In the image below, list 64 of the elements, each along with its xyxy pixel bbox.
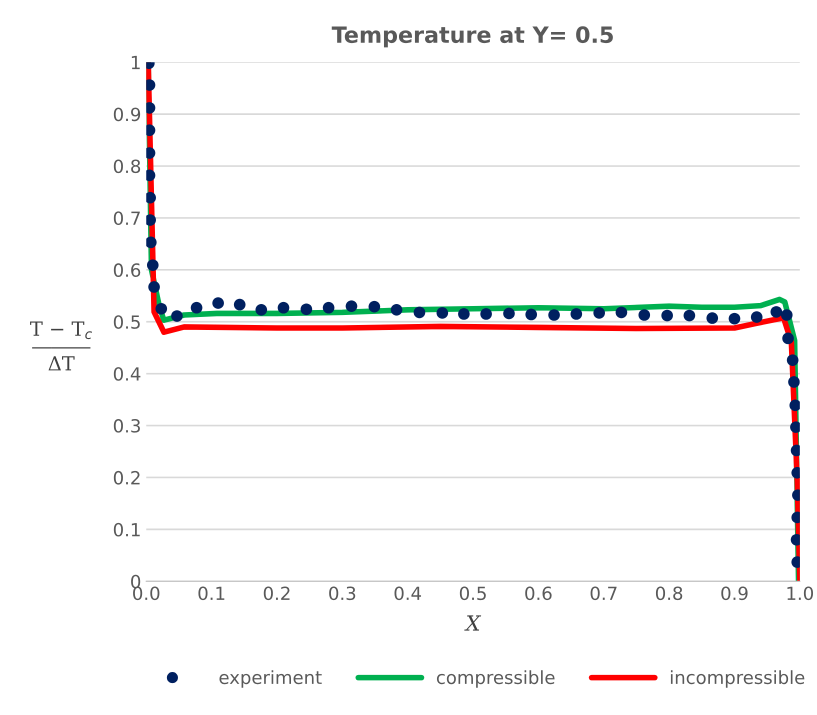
point xyxy=(782,332,794,344)
point xyxy=(322,302,334,314)
point xyxy=(706,312,718,324)
legend-label: incompressible xyxy=(670,670,804,688)
point xyxy=(278,302,290,314)
x-tick-label: 0.5 xyxy=(460,586,486,600)
y-tick-label: 0.4 xyxy=(114,367,140,381)
x-tick-label: 0.8 xyxy=(656,586,682,600)
point xyxy=(638,309,650,321)
y-tick-label: 0.3 xyxy=(114,419,140,433)
point xyxy=(146,259,159,271)
point xyxy=(548,309,560,321)
x-tick-label: 0.2 xyxy=(264,586,290,600)
point xyxy=(786,354,798,366)
point xyxy=(368,300,380,313)
point xyxy=(616,306,628,318)
point xyxy=(234,298,246,310)
y-tick-label: 1 xyxy=(132,56,140,70)
point xyxy=(780,309,793,321)
point xyxy=(148,281,160,293)
point xyxy=(570,308,582,320)
point xyxy=(770,306,782,318)
point xyxy=(436,307,448,319)
point xyxy=(788,376,800,388)
y-tick-label: 0.8 xyxy=(114,159,140,174)
point xyxy=(300,303,312,316)
point xyxy=(255,304,268,316)
point xyxy=(414,306,426,318)
point xyxy=(146,236,157,248)
point xyxy=(789,400,800,412)
point xyxy=(346,300,358,312)
x-tick-label: 0.0 xyxy=(133,586,160,600)
legend-label: experiment xyxy=(219,670,322,688)
y-tick-label: 0.7 xyxy=(114,211,140,226)
point xyxy=(155,302,168,315)
point xyxy=(480,308,492,320)
point xyxy=(190,302,202,314)
point xyxy=(503,308,515,320)
point xyxy=(212,297,224,309)
legend-label: compressible xyxy=(436,670,555,688)
y-tick-label: 0.5 xyxy=(114,315,140,329)
point xyxy=(458,308,470,320)
x-tick-label: 0.4 xyxy=(394,586,422,600)
point xyxy=(525,308,538,320)
point xyxy=(171,310,183,322)
y-tick-label: 0.9 xyxy=(114,108,140,122)
point xyxy=(390,304,402,316)
y-axis-title: T − T$_{c}$ ――― ΔT xyxy=(30,322,92,370)
y-tick-label: 0.2 xyxy=(114,470,140,485)
point xyxy=(750,311,763,323)
x-tick-label: 0.1 xyxy=(198,586,224,600)
x-tick-label: 1.0 xyxy=(787,586,813,600)
x-tick-label: 0.9 xyxy=(721,586,748,600)
y-tick-label: 0.1 xyxy=(114,522,140,536)
x-tick-label: 0.3 xyxy=(329,586,356,600)
point xyxy=(684,310,696,322)
y-tick-label: 0.6 xyxy=(114,263,140,277)
point xyxy=(593,307,605,319)
x-tick-label: 0.7 xyxy=(590,586,617,600)
x-tick-label: 0.6 xyxy=(525,586,552,600)
chart-title: Temperature at Y= 0.5 xyxy=(332,26,613,48)
point xyxy=(728,312,740,324)
x-axis-title: X xyxy=(464,615,482,631)
point xyxy=(661,310,673,322)
